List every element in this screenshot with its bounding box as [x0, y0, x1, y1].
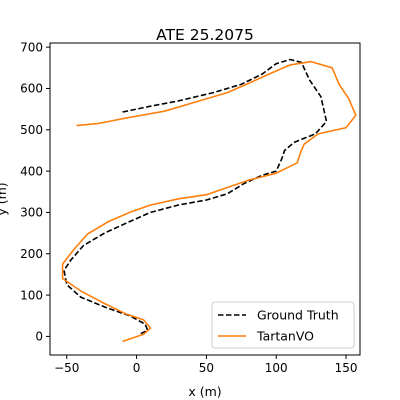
legend-box — [211, 301, 355, 349]
x-tick-label: −50 — [54, 361, 79, 375]
y-tick-label: 700 — [20, 40, 43, 54]
x-tick-label: 100 — [265, 361, 288, 375]
y-tick-label: 300 — [20, 206, 43, 220]
legend-label-0: Ground Truth — [257, 308, 339, 323]
legend-label-1: TartanVO — [256, 329, 314, 344]
legend: Ground Truth TartanVO — [211, 301, 355, 349]
series-line-0 — [63, 58, 328, 336]
y-tick-label: 600 — [20, 82, 43, 96]
x-tick-label: 150 — [335, 361, 358, 375]
x-axis-label: x (m) — [188, 384, 221, 399]
plot-area — [49, 42, 361, 356]
series-line-1 — [61, 60, 357, 343]
series-layer — [61, 58, 357, 343]
y-tick-label: 400 — [20, 164, 43, 178]
y-axis-ticks: 0 100 200 300 400 500 600 700 — [20, 40, 50, 344]
x-axis-ticks: −50 0 50 100 150 — [54, 355, 357, 375]
plot-frame — [49, 42, 361, 356]
x-tick-label: 0 — [133, 361, 141, 375]
y-axis-label: y (m) — [0, 182, 9, 215]
y-tick-label: 100 — [20, 288, 43, 302]
x-tick-label: 50 — [199, 361, 214, 375]
y-tick-label: 200 — [20, 247, 43, 261]
y-tick-label: 0 — [35, 330, 43, 344]
chart-title: ATE 25.2075 — [156, 26, 254, 44]
y-tick-label: 500 — [20, 123, 43, 137]
